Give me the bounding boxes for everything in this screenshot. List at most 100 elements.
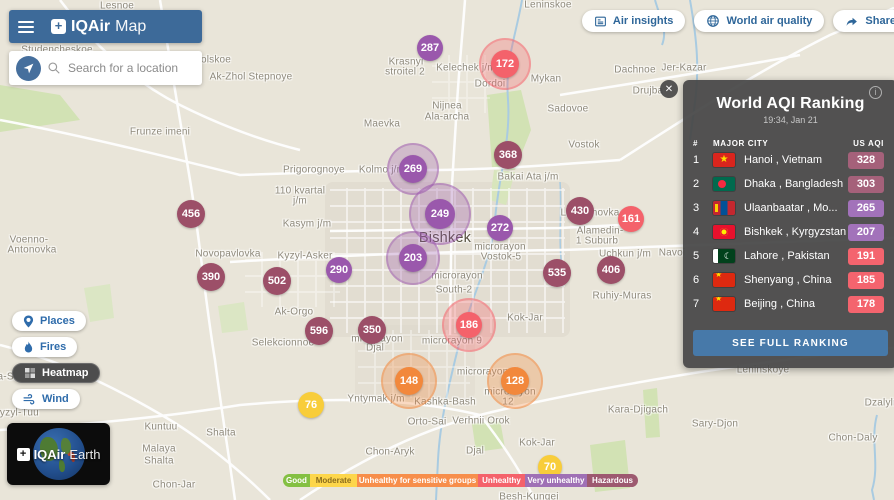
- map-label: Djal: [465, 445, 485, 457]
- ranking-row[interactable]: 3 Ulaanbaatar , Mo... 265: [683, 196, 894, 220]
- aqi-marker[interactable]: 502: [263, 267, 291, 295]
- aqi-marker[interactable]: 249: [425, 199, 455, 229]
- wind-button[interactable]: Wind: [12, 389, 80, 409]
- aqi-marker[interactable]: 128: [501, 367, 529, 395]
- map-label: Kyzyl-Tuu: [0, 407, 39, 419]
- aqi-marker[interactable]: 596: [305, 317, 333, 345]
- ranking-city: Hanoi , Vietnam: [744, 154, 823, 166]
- map-label: Maevka: [363, 118, 401, 130]
- panel-title: World AQI Ranking: [716, 95, 865, 112]
- map-label: Ruhiy-Muras: [592, 290, 652, 302]
- map-label: Novopavlovka: [195, 248, 261, 260]
- aqi-column-header: US AQI: [853, 139, 884, 148]
- map-label: olskoe: [200, 54, 232, 66]
- aqi-marker[interactable]: 148: [395, 367, 423, 395]
- iqair-logo: + IQAir Map: [51, 18, 146, 36]
- ranking-rank: 6: [693, 274, 700, 286]
- map-label: Kara-Djigach: [607, 404, 669, 416]
- map-label: Nijnea: [432, 100, 462, 112]
- map-label: Mykan: [530, 73, 562, 85]
- ranking-city: Shenyang , China: [744, 274, 832, 286]
- map-label: Dzalylma: [864, 397, 894, 409]
- aqi-marker[interactable]: 535: [543, 259, 571, 287]
- aqi-marker-ring: [487, 353, 543, 409]
- aqi-marker[interactable]: 350: [358, 316, 386, 344]
- aqi-marker[interactable]: 406: [597, 256, 625, 284]
- legend-item: Unhealthy for sensitive groups: [357, 474, 478, 487]
- aqi-marker[interactable]: 186: [456, 312, 482, 338]
- map-label: Krasnyi: [388, 56, 424, 68]
- ranking-row[interactable]: 5 Lahore , Pakistan 191: [683, 244, 894, 268]
- ranking-row[interactable]: 2 Dhaka , Bangladesh 303: [683, 172, 894, 196]
- aqi-marker[interactable]: 390: [197, 263, 225, 291]
- ranking-rank: 5: [693, 250, 700, 262]
- ranking-rank: 7: [693, 298, 700, 310]
- world-air-quality-button[interactable]: World air quality: [694, 10, 825, 32]
- aqi-marker[interactable]: 172: [491, 50, 519, 78]
- map-label: Leninskoye: [736, 364, 790, 376]
- country-flag-icon: [713, 273, 735, 287]
- places-button[interactable]: Places: [12, 311, 86, 331]
- map-label: 1 Suburb: [575, 235, 619, 247]
- menu-button[interactable]: [9, 10, 43, 43]
- iqair-logo-mark-icon: +: [51, 19, 66, 34]
- aqi-marker[interactable]: 287: [417, 35, 443, 61]
- map-label: j/m: [293, 195, 307, 207]
- locate-me-button[interactable]: [16, 55, 41, 81]
- air-insights-button[interactable]: Air insights: [581, 10, 686, 32]
- ranking-row[interactable]: 4 Bishkek , Kyrgyzstan 207: [683, 220, 894, 244]
- aqi-marker[interactable]: 272: [487, 215, 513, 241]
- aqi-marker[interactable]: 203: [399, 244, 427, 272]
- aqi-marker[interactable]: 76: [298, 392, 324, 418]
- aqi-legend: Good Moderate Unhealthy for sensitive grou…: [283, 474, 638, 487]
- info-icon[interactable]: i: [869, 86, 882, 99]
- ranking-row[interactable]: 1 Hanoi , Vietnam 328: [683, 148, 894, 172]
- map-label: Navoi: [658, 247, 686, 259]
- aqi-marker[interactable]: 161: [618, 206, 644, 232]
- fires-button[interactable]: Fires: [12, 337, 78, 357]
- heatmap-icon: [25, 368, 35, 378]
- map-label: Kok-Jar: [507, 312, 543, 324]
- map-label: Kolmo j/m: [358, 164, 406, 176]
- ranking-row[interactable]: 7 Beijing , China 178: [683, 292, 894, 316]
- aqi-marker[interactable]: 269: [399, 155, 427, 183]
- map-label: 110 kvartal: [274, 185, 326, 197]
- aqi-badge: 178: [848, 295, 884, 313]
- map-label: Kasym j/m: [282, 218, 332, 230]
- map-label: Chon-Daly: [828, 432, 878, 444]
- heatmap-button[interactable]: Heatmap: [12, 363, 101, 383]
- map-label: microrayon: [474, 241, 526, 253]
- share-button[interactable]: Share: [833, 10, 894, 32]
- legend-item: Hazardous: [587, 474, 638, 487]
- share-arrow-icon: [847, 17, 858, 26]
- legend-item: Moderate: [310, 474, 357, 487]
- aqi-marker[interactable]: 456: [177, 200, 205, 228]
- map-label: Frunze imeni: [129, 126, 191, 138]
- map-pin-icon: [23, 315, 34, 327]
- aqi-marker[interactable]: 290: [326, 257, 352, 283]
- ranking-city: Beijing , China: [744, 298, 815, 310]
- aqi-marker-ring: [386, 231, 440, 285]
- map-label: Uchkun j/m: [598, 248, 652, 260]
- ranking-city: Ulaanbaatar , Mo...: [744, 202, 838, 214]
- country-flag-icon: [713, 249, 735, 263]
- wind-icon: [23, 393, 35, 404]
- aqi-marker[interactable]: 368: [494, 141, 522, 169]
- see-full-ranking-button[interactable]: SEE FULL RANKING: [693, 330, 888, 356]
- map-label: Shalta: [144, 455, 174, 467]
- ranking-row[interactable]: 6 Shenyang , China 185: [683, 268, 894, 292]
- iqair-logo-text: IQAir: [71, 17, 111, 35]
- ranking-table-header: # MAJOR CITY US AQI: [683, 139, 894, 148]
- iqair-earth-logo-text: IQAir: [33, 446, 66, 462]
- close-panel-button[interactable]: ✕: [660, 80, 678, 98]
- iqair-earth-suffix: Earth: [69, 446, 101, 462]
- aqi-marker[interactable]: 430: [566, 197, 594, 225]
- ranking-city: Dhaka , Bangladesh: [744, 178, 844, 190]
- top-action-buttons: Air insights World air quality Share: [581, 10, 894, 32]
- map-label: Besh-Kungei: [499, 491, 559, 500]
- search-input[interactable]: Search for a location: [68, 61, 179, 75]
- map-label: Antonovka: [7, 244, 57, 256]
- map-label: Lesnoe: [99, 0, 135, 12]
- iqair-earth-widget[interactable]: + IQAir Earth: [7, 423, 110, 485]
